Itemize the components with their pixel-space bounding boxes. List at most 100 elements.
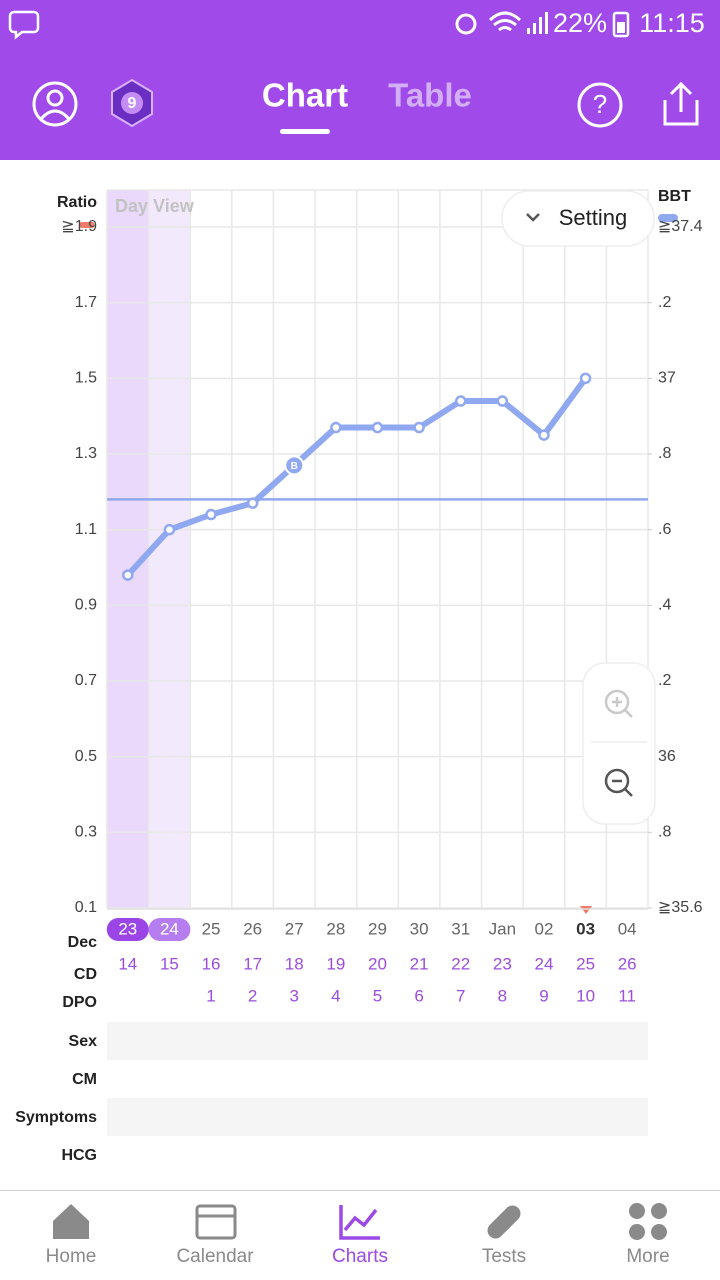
header-bg bbox=[0, 0, 720, 160]
y-tick-label: 0.3 bbox=[75, 824, 97, 841]
x-tick-label: 26 bbox=[243, 919, 262, 938]
dpo-label: DPO bbox=[62, 994, 97, 1011]
y-tick-label: 1.1 bbox=[75, 521, 97, 538]
dpo-value: 5 bbox=[373, 986, 382, 1005]
x-tick-label: 28 bbox=[326, 919, 345, 938]
today-marker bbox=[580, 906, 592, 914]
cycle-day: 15 bbox=[160, 954, 179, 973]
cycle-day: 20 bbox=[368, 954, 387, 973]
battery-text: 22% bbox=[553, 8, 607, 38]
y2-tick-label: ≧37.4 bbox=[658, 218, 703, 235]
plot-grid bbox=[106, 189, 652, 909]
help-button[interactable]: ? bbox=[577, 82, 623, 128]
svg-text:?: ? bbox=[593, 89, 607, 119]
period-badge bbox=[148, 918, 191, 941]
x-tick-label: 30 bbox=[410, 919, 429, 938]
y2-tick-label: 36 bbox=[658, 748, 676, 765]
x-tick-label: 23 bbox=[118, 919, 137, 938]
y-tick-label: 0.9 bbox=[75, 597, 97, 614]
viber-icon bbox=[8, 10, 40, 40]
cycle-day: 25 bbox=[576, 954, 595, 973]
cycle-day: 14 bbox=[118, 954, 137, 973]
y2-tick-label: .8 bbox=[658, 824, 671, 841]
y-tick-label: 0.7 bbox=[75, 672, 97, 689]
row-label: Sex bbox=[69, 1033, 98, 1050]
clock: 11:15 bbox=[639, 8, 705, 38]
y-tick-label: 0.5 bbox=[75, 748, 97, 765]
view-label: Day View bbox=[115, 196, 195, 216]
dpo-value: 4 bbox=[331, 986, 340, 1005]
dpo-value: 2 bbox=[248, 986, 257, 1005]
y-tick-label: 1.7 bbox=[75, 294, 97, 311]
cycle-day: 16 bbox=[202, 954, 221, 973]
cycle-day: 17 bbox=[243, 954, 262, 973]
y2-tick-label: .8 bbox=[658, 445, 671, 462]
cycle-day: 26 bbox=[618, 954, 637, 973]
y2-tick-label: .2 bbox=[658, 672, 671, 689]
row-label: CM bbox=[72, 1071, 97, 1088]
y2-tick-label: .2 bbox=[658, 294, 671, 311]
dpo-value: 11 bbox=[618, 986, 636, 1005]
status-icons bbox=[455, 11, 630, 38]
data-point bbox=[413, 421, 425, 434]
y-tick-label: ≧1.9 bbox=[61, 218, 97, 235]
data-point bbox=[454, 395, 467, 407]
nav-item[interactable]: Charts bbox=[332, 1246, 388, 1267]
profile-button[interactable] bbox=[32, 81, 78, 127]
x-tick-label: 31 bbox=[451, 919, 470, 938]
x-tick-label: 29 bbox=[368, 919, 387, 938]
x-tick-label: 02 bbox=[535, 919, 554, 938]
dpo-value: 1 bbox=[206, 986, 215, 1005]
x-tick-label: 04 bbox=[618, 919, 637, 938]
zoom-in[interactable] bbox=[604, 689, 633, 718]
setting-label: Setting bbox=[559, 205, 628, 230]
ratio-legend-swatch bbox=[80, 222, 94, 228]
nav-item[interactable]: More bbox=[626, 1246, 669, 1267]
x-tick-label: 25 bbox=[202, 919, 221, 938]
row-stripe bbox=[107, 1098, 648, 1136]
y2-tick-label: 37 bbox=[658, 370, 676, 387]
series-line bbox=[124, 375, 589, 579]
svg-text:9: 9 bbox=[128, 95, 137, 112]
y2-axis-label: BBT bbox=[658, 188, 691, 205]
y-tick-label: 1.5 bbox=[75, 370, 97, 387]
x-tick-label: 03 bbox=[576, 919, 595, 938]
cycle-day: 18 bbox=[285, 954, 304, 973]
tab-table[interactable]: Table bbox=[388, 77, 472, 114]
dpo-value: 3 bbox=[290, 986, 299, 1005]
zoom-panel bbox=[582, 662, 656, 825]
dpo-value: 8 bbox=[498, 986, 507, 1005]
x-tick-label: 24 bbox=[160, 919, 179, 938]
tab-chart[interactable]: Chart bbox=[262, 77, 348, 114]
y2-tick-label: .6 bbox=[658, 521, 671, 538]
nav-item[interactable]: Home bbox=[46, 1246, 97, 1267]
zoom-out[interactable] bbox=[604, 768, 633, 797]
row-label: HCG bbox=[61, 1147, 97, 1164]
row-stripe bbox=[107, 1022, 648, 1060]
cycle-day: 21 bbox=[410, 954, 429, 973]
nav-item[interactable]: Tests bbox=[482, 1246, 526, 1267]
y2-tick-label: .4 bbox=[658, 597, 671, 614]
data-point bbox=[284, 455, 305, 476]
period-badge bbox=[106, 918, 149, 941]
tab-indicator bbox=[280, 129, 330, 134]
cycle-day: 19 bbox=[326, 954, 345, 973]
nav-item[interactable]: Calendar bbox=[176, 1246, 254, 1267]
x-tick-label: 27 bbox=[285, 919, 304, 938]
y-tick-label: 1.3 bbox=[75, 445, 97, 462]
data-point bbox=[163, 523, 176, 536]
data-point bbox=[205, 508, 217, 521]
setting-button[interactable]: Setting bbox=[501, 190, 655, 247]
cycle-day: 22 bbox=[451, 954, 470, 973]
data-point bbox=[496, 395, 509, 407]
y-axis-label: Ratio bbox=[57, 194, 97, 211]
nav-icons bbox=[53, 1203, 667, 1240]
period-shade-light bbox=[149, 190, 191, 908]
dpo-value: 10 bbox=[576, 986, 595, 1005]
period-shade bbox=[107, 190, 149, 908]
level-badge[interactable]: 9 bbox=[111, 78, 153, 128]
share-button[interactable] bbox=[663, 81, 699, 126]
data-point bbox=[538, 429, 550, 441]
